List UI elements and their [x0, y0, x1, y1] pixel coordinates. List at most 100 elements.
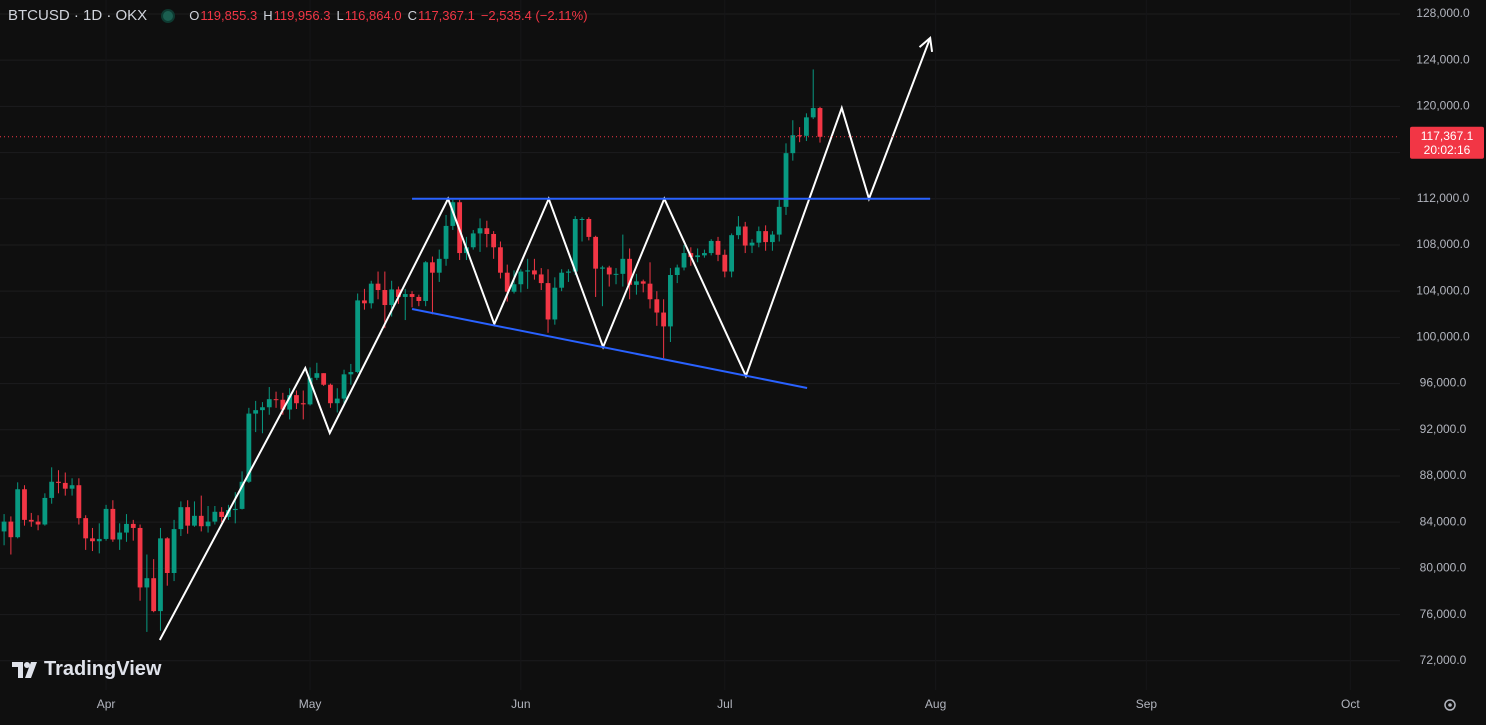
candle-body — [702, 253, 707, 256]
candle-body — [314, 373, 320, 378]
candle-body — [477, 228, 483, 234]
candle-body — [586, 218, 592, 237]
candle-body — [804, 117, 809, 136]
candle-body — [498, 247, 503, 273]
y-tick-label: 96,000.0 — [1420, 376, 1467, 390]
candle-body — [674, 267, 680, 276]
candle-body — [409, 294, 415, 297]
candle-body — [83, 518, 89, 539]
candle-body — [783, 153, 789, 207]
candle-body — [708, 240, 714, 254]
candle-body — [117, 532, 123, 540]
candle-body — [817, 108, 823, 137]
candle-body — [90, 538, 95, 542]
candle-body — [375, 283, 381, 291]
candle-body — [192, 515, 197, 526]
y-tick-label: 124,000.0 — [1416, 52, 1470, 66]
y-tick-label: 80,000.0 — [1420, 561, 1467, 575]
symbol[interactable]: BTCUSD · 1D · OKX — [8, 7, 148, 24]
candle-body — [538, 274, 544, 284]
candle-body — [8, 521, 14, 538]
candle-body — [1, 521, 7, 532]
candle-body — [436, 258, 442, 273]
candle-body — [239, 481, 245, 509]
y-tick-label: 104,000.0 — [1416, 283, 1470, 297]
candle-body — [266, 399, 272, 408]
candle-body — [749, 242, 755, 246]
candle-body — [613, 273, 619, 275]
candle-body — [396, 289, 401, 297]
candle-body — [770, 234, 775, 243]
candle-body — [382, 290, 388, 306]
countdown: 20:02:16 — [1424, 143, 1471, 157]
candle-body — [198, 515, 204, 527]
x-tick-label: Aug — [925, 697, 946, 711]
candle-body — [164, 538, 170, 573]
candle-body — [654, 299, 660, 313]
candle-body — [178, 507, 184, 530]
candle-body — [56, 481, 61, 483]
legend-header: BTCUSD · 1D · OKX O 119,855.3 H 119,956.3 … — [8, 7, 594, 24]
candle-body — [722, 254, 728, 272]
candle-body — [525, 270, 531, 272]
candle-body — [205, 521, 211, 527]
candle-body — [158, 538, 163, 612]
candle-body — [212, 511, 218, 522]
candle-body — [600, 267, 605, 269]
candle-body — [423, 262, 429, 301]
candle-body — [532, 270, 537, 275]
candle-body — [640, 281, 646, 284]
y-tick-label: 120,000.0 — [1416, 99, 1470, 113]
y-tick-label: 72,000.0 — [1420, 653, 1467, 667]
candle-body — [634, 281, 639, 285]
candle-body — [273, 399, 279, 401]
candle-body — [389, 289, 395, 306]
candle-body — [355, 300, 361, 373]
ohlc-value: 117,367.1 — [417, 8, 475, 23]
candle-body — [144, 578, 150, 588]
candle-body — [151, 578, 157, 612]
candle-body — [545, 283, 551, 320]
candle-body — [518, 271, 524, 285]
candle-body — [552, 287, 558, 320]
candle-body — [49, 481, 55, 498]
candle-body — [260, 407, 265, 411]
candle-body — [253, 410, 259, 414]
candle-body — [430, 262, 435, 273]
candle-body — [124, 523, 129, 533]
candle-body — [62, 482, 68, 489]
candle-body — [246, 413, 252, 482]
candle-body — [579, 218, 585, 220]
settings-icon[interactable] — [1444, 699, 1456, 711]
candle-body — [797, 135, 803, 137]
candle-body — [593, 236, 599, 269]
candle-body — [715, 240, 721, 255]
candle-body — [103, 508, 109, 539]
candle-body — [695, 255, 701, 258]
trend-drawing — [158, 37, 932, 641]
ohlc-label: C — [407, 8, 417, 23]
candle-body — [96, 538, 102, 542]
candle-body — [742, 226, 748, 246]
candle-body — [661, 312, 667, 327]
candle-body — [443, 225, 449, 259]
watermark: TradingView — [12, 658, 161, 681]
candle-body — [280, 399, 286, 410]
candle-body — [341, 374, 347, 399]
candle-body — [287, 395, 293, 410]
ohlc-label: O — [189, 8, 200, 23]
price-badge-label: 117,367.1 — [1421, 129, 1474, 143]
candle-body — [307, 377, 313, 405]
candle-body — [484, 228, 490, 235]
candle-body — [606, 267, 612, 275]
candle-body — [763, 231, 769, 243]
y-tick-label: 112,000.0 — [1417, 191, 1470, 205]
candle-body — [511, 284, 517, 292]
candle-body — [504, 272, 510, 292]
candle-body — [470, 233, 476, 248]
candle-body — [321, 373, 327, 385]
candle-body — [668, 275, 673, 327]
candle-body — [137, 527, 143, 588]
